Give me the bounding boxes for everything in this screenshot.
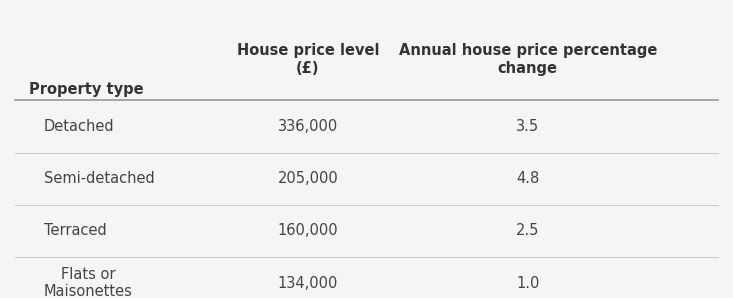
Text: 134,000: 134,000 [278, 276, 338, 291]
Text: House price level
(£): House price level (£) [237, 44, 379, 76]
Text: Annual house price percentage
change: Annual house price percentage change [399, 44, 657, 76]
Text: Property type: Property type [29, 82, 144, 97]
Text: Detached: Detached [44, 119, 114, 134]
Text: 1.0: 1.0 [516, 276, 539, 291]
Text: Flats or
Maisonettes: Flats or Maisonettes [44, 267, 133, 298]
Text: Semi-detached: Semi-detached [44, 171, 155, 186]
Text: 2.5: 2.5 [516, 224, 539, 238]
Text: 3.5: 3.5 [516, 119, 539, 134]
Text: 4.8: 4.8 [516, 171, 539, 186]
Text: Terraced: Terraced [44, 224, 107, 238]
Text: 336,000: 336,000 [278, 119, 338, 134]
Text: 160,000: 160,000 [278, 224, 338, 238]
Text: 205,000: 205,000 [278, 171, 338, 186]
